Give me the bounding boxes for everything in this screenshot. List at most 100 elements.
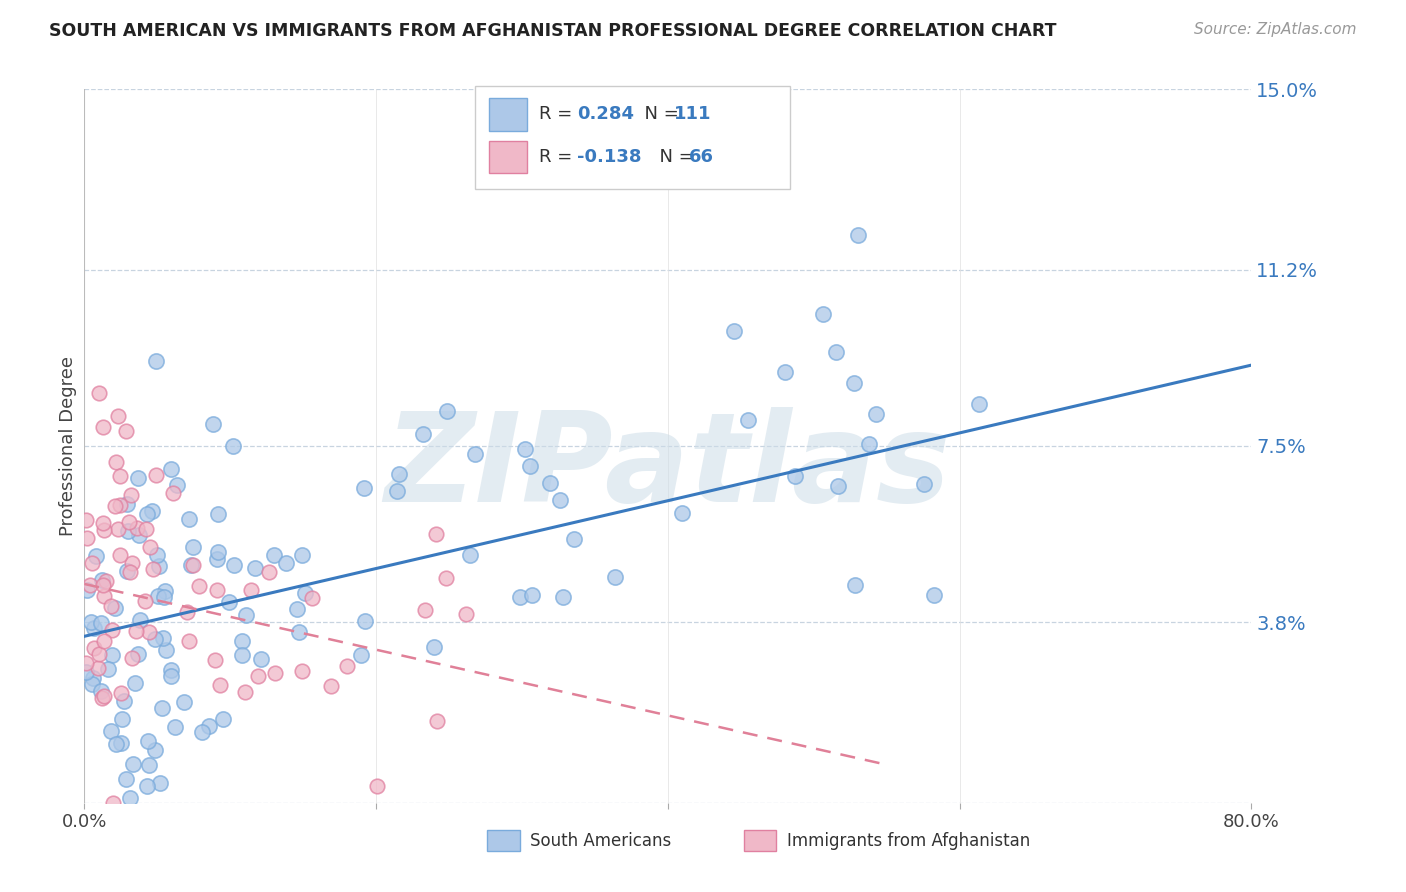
Point: [243, 561, 266, 575]
Text: 66: 66: [689, 148, 714, 166]
Point: [191, 725, 214, 739]
Point: [353, 481, 375, 495]
Text: SOUTH AMERICAN VS IMMIGRANTS FROM AFGHANISTAN PROFESSIONAL DEGREE CORRELATION CH: SOUTH AMERICAN VS IMMIGRANTS FROM AFGHAN…: [49, 22, 1057, 40]
Point: [846, 227, 869, 242]
Point: [159, 669, 181, 683]
Point: [135, 523, 157, 537]
Point: [209, 678, 232, 692]
Point: [562, 532, 585, 546]
Text: South Americans: South Americans: [530, 831, 672, 849]
Point: [434, 571, 457, 585]
Point: [141, 503, 163, 517]
Point: [104, 499, 127, 513]
Text: N =: N =: [648, 148, 700, 166]
Text: -0.138: -0.138: [576, 148, 641, 166]
Point: [75, 665, 97, 679]
Text: ZIPatlas: ZIPatlas: [385, 407, 950, 528]
Point: [865, 407, 887, 421]
Point: [827, 479, 849, 493]
Point: [108, 498, 131, 512]
Point: [967, 396, 990, 410]
Point: [551, 591, 574, 605]
Point: [166, 478, 188, 492]
Point: [183, 558, 205, 573]
Point: [87, 647, 110, 661]
Point: [129, 613, 152, 627]
Point: [138, 734, 160, 748]
Point: [120, 565, 142, 579]
Point: [173, 695, 195, 709]
Point: [111, 712, 134, 726]
Point: [117, 565, 139, 579]
Point: [179, 511, 201, 525]
Point: [425, 527, 447, 541]
Point: [146, 548, 169, 562]
Point: [513, 442, 536, 456]
Point: [912, 476, 935, 491]
Point: [301, 591, 323, 605]
Point: [454, 607, 477, 621]
Point: [259, 565, 281, 579]
Point: [79, 578, 101, 592]
Point: [723, 324, 745, 338]
Text: R =: R =: [540, 148, 578, 166]
Point: [218, 595, 240, 609]
Point: [737, 413, 759, 427]
Point: [101, 623, 124, 637]
Point: [294, 586, 316, 600]
Point: [82, 676, 104, 690]
Point: [922, 588, 945, 602]
Point: [844, 376, 866, 391]
FancyBboxPatch shape: [489, 141, 527, 173]
Text: Source: ZipAtlas.com: Source: ZipAtlas.com: [1194, 22, 1357, 37]
Point: [285, 601, 308, 615]
Point: [127, 471, 149, 485]
Text: Immigrants from Afghanistan: Immigrants from Afghanistan: [787, 831, 1031, 849]
Point: [180, 558, 202, 572]
Point: [110, 686, 132, 700]
Point: [550, 493, 572, 508]
Point: [458, 549, 481, 563]
Point: [90, 683, 112, 698]
Point: [104, 601, 127, 615]
Point: [538, 475, 561, 490]
Point: [148, 558, 170, 573]
Point: [858, 437, 880, 451]
Point: [101, 648, 124, 662]
Point: [231, 648, 253, 662]
Point: [139, 540, 162, 554]
Point: [135, 779, 157, 793]
Point: [603, 570, 626, 584]
Point: [125, 520, 148, 534]
Point: [353, 614, 375, 628]
Point: [112, 694, 135, 708]
Point: [94, 574, 117, 588]
Point: [235, 608, 257, 623]
FancyBboxPatch shape: [489, 98, 527, 130]
Point: [93, 634, 115, 648]
Point: [179, 634, 201, 648]
Point: [207, 508, 229, 522]
Point: [110, 737, 132, 751]
Point: [146, 589, 169, 603]
Point: [250, 651, 273, 665]
Point: [82, 556, 104, 570]
Point: [75, 656, 97, 670]
Point: [117, 496, 139, 510]
Point: [520, 588, 543, 602]
Point: [321, 679, 343, 693]
Point: [93, 689, 115, 703]
Point: [198, 719, 221, 733]
Point: [149, 776, 172, 790]
Point: [221, 439, 243, 453]
Point: [288, 625, 311, 640]
Point: [138, 757, 160, 772]
Point: [122, 756, 145, 771]
Text: 0.284: 0.284: [576, 105, 634, 123]
Point: [117, 524, 139, 539]
Point: [202, 417, 225, 432]
Point: [108, 548, 131, 562]
Point: [108, 469, 131, 483]
Point: [75, 513, 97, 527]
Point: [509, 591, 531, 605]
